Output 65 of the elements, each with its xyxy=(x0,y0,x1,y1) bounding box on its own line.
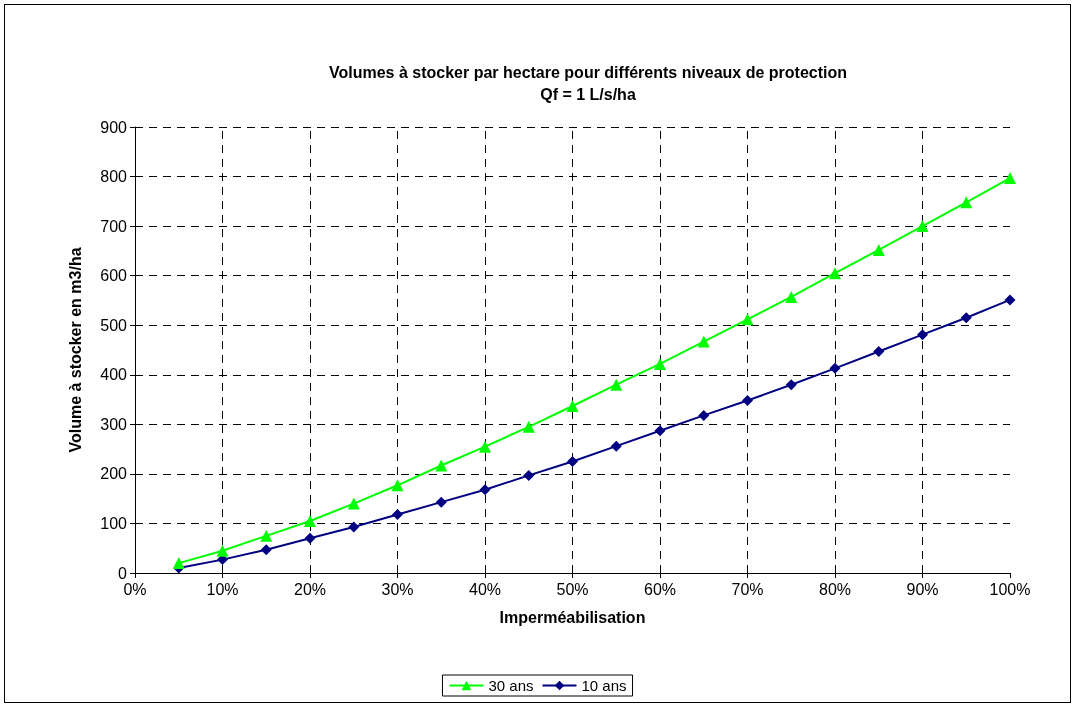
chart-subtitle: Qf = 1 L/s/ha xyxy=(540,85,636,103)
point xyxy=(785,379,797,391)
x-tick-label: 10% xyxy=(206,580,239,598)
point xyxy=(1004,294,1016,306)
x-tick-label: 30% xyxy=(381,580,414,598)
x-tick-label: 50% xyxy=(556,580,589,598)
legend-label: 30 ans xyxy=(488,677,534,694)
point xyxy=(829,267,841,280)
point xyxy=(566,400,579,412)
point xyxy=(348,521,360,533)
y-tick-label: 200 xyxy=(100,465,128,483)
point xyxy=(1004,172,1016,185)
x-tick-label: 0% xyxy=(123,580,147,598)
point xyxy=(785,290,798,303)
y-tick-label: 800 xyxy=(100,168,128,186)
x-tick-label: 40% xyxy=(468,580,502,598)
point xyxy=(216,544,229,557)
point xyxy=(435,496,447,508)
point xyxy=(698,409,710,421)
point xyxy=(304,514,316,527)
y-tick-label: 100 xyxy=(100,514,128,532)
point xyxy=(697,335,710,348)
point xyxy=(435,459,448,472)
point xyxy=(523,469,535,481)
x-tick-label: 90% xyxy=(906,580,939,598)
point xyxy=(392,509,403,521)
point xyxy=(260,529,273,542)
x-tick-label: 80% xyxy=(818,580,852,598)
x-tick-label: 70% xyxy=(731,580,764,598)
point xyxy=(347,497,360,510)
point xyxy=(872,243,885,256)
y-tick-label: 900 xyxy=(100,118,128,136)
point xyxy=(567,456,578,467)
x-axis-title: Imperméabilisation xyxy=(499,608,646,626)
y-tick-label: 300 xyxy=(100,415,128,433)
point xyxy=(260,544,272,556)
x-tick-label: 100% xyxy=(989,580,1031,598)
point xyxy=(304,532,316,544)
y-tick-label: 400 xyxy=(100,366,128,384)
point xyxy=(522,420,535,433)
y-tick-label: 0 xyxy=(118,564,128,582)
point xyxy=(654,425,666,437)
point xyxy=(610,440,622,452)
point xyxy=(960,196,973,209)
point xyxy=(479,440,491,453)
point xyxy=(741,313,754,326)
point xyxy=(829,362,841,374)
point xyxy=(172,557,185,570)
point xyxy=(916,220,929,233)
point xyxy=(479,484,491,496)
point xyxy=(873,345,885,357)
point xyxy=(917,329,928,341)
chart-title: Volumes à stocker par hectare pour différents niveaux de protection xyxy=(328,63,848,81)
legend-label: 10 ans xyxy=(581,677,627,694)
y-tick-label: 500 xyxy=(100,316,128,334)
point xyxy=(960,312,972,324)
point xyxy=(742,395,753,407)
x-tick-label: 20% xyxy=(293,580,327,598)
y-tick-label: 600 xyxy=(100,267,128,285)
point xyxy=(654,357,666,370)
point xyxy=(610,378,623,391)
x-tick-label: 60% xyxy=(643,580,677,598)
point xyxy=(391,479,404,492)
y-tick-label: 700 xyxy=(100,217,128,235)
y-axis-title: Volume à stocker en m3/ha xyxy=(66,247,84,453)
